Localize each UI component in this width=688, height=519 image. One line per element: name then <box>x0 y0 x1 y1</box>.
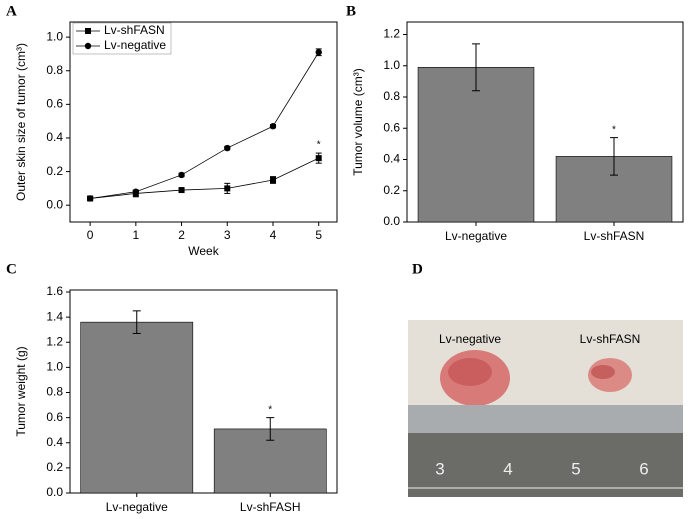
x-tick-label: 4 <box>270 228 277 242</box>
series-line <box>90 157 319 199</box>
y-tick-label: 0.4 <box>383 152 400 166</box>
y-tick-label: 1.2 <box>383 27 400 41</box>
y-tick-label: 0.4 <box>46 435 63 449</box>
x-tick-label: Lv-shFASN <box>584 229 645 243</box>
y-tick-label: 0.6 <box>46 410 63 424</box>
bar <box>80 321 194 494</box>
x-tick-label: 2 <box>178 228 185 242</box>
marker <box>269 123 277 130</box>
y-tick-label: 0.2 <box>46 164 63 178</box>
y-tick-label: 1.0 <box>383 58 400 72</box>
panel-label: B <box>346 3 356 19</box>
y-tick-label: 0.8 <box>46 385 63 399</box>
marker <box>224 144 231 152</box>
marker <box>178 171 185 179</box>
y-tick-label: 0.0 <box>383 214 400 228</box>
ruler-number: 3 <box>435 459 444 478</box>
marker <box>315 49 322 56</box>
marker <box>84 42 92 50</box>
y-axis-label: Tumor volume (cm³) <box>351 68 365 176</box>
y-tick-label: 1.4 <box>46 309 63 323</box>
marker <box>315 155 322 162</box>
marker <box>85 28 91 34</box>
bar <box>417 67 535 223</box>
panel-label: C <box>6 261 17 277</box>
ruler-number: 4 <box>503 459 512 478</box>
x-tick-label: 5 <box>315 228 322 242</box>
x-tick-label: Lv-negative <box>445 229 507 243</box>
panel-label: D <box>412 261 423 277</box>
plot-frame <box>406 21 684 223</box>
marker <box>86 195 94 202</box>
x-tick-label: Lv-shFASH <box>240 500 301 514</box>
ruler-edge <box>408 405 683 433</box>
series-line <box>90 52 320 199</box>
legend-frame <box>72 22 172 55</box>
tumor-shade <box>448 358 492 386</box>
photo-label: Lv-shFASN <box>580 332 641 346</box>
x-axis-label: Week <box>188 244 219 258</box>
y-tick-label: 0.8 <box>46 63 63 77</box>
tumor-shade <box>591 365 615 379</box>
y-tick-label: 0.6 <box>46 97 63 111</box>
marker <box>224 185 231 192</box>
y-tick-label: 0.0 <box>46 485 63 499</box>
y-axis-label: Outer skin size of tumor (cm³) <box>14 43 28 201</box>
y-tick-label: 1.2 <box>46 334 63 348</box>
y-axis-label: Tumor weight (g) <box>14 346 28 436</box>
y-tick-label: 1.6 <box>46 284 63 298</box>
y-tick-label: 0.4 <box>46 130 63 144</box>
x-tick-label: Lv-negative <box>106 500 168 514</box>
panel-label: A <box>6 3 17 19</box>
x-tick-label: 3 <box>224 228 231 242</box>
ruler-number: 6 <box>639 459 648 478</box>
y-tick-label: 0.0 <box>46 197 63 211</box>
marker <box>178 187 185 194</box>
x-tick-label: 1 <box>132 228 139 242</box>
annotation: * <box>268 404 272 415</box>
ruler-number: 5 <box>571 459 580 478</box>
photo: Lv-negative Lv-shFASN 3 4 5 6 <box>408 320 683 497</box>
legend-label: Lv-shFASN <box>104 23 165 37</box>
legend-label: Lv-negative <box>104 38 166 52</box>
y-tick-label: 0.8 <box>383 89 400 103</box>
y-tick-label: 1.0 <box>46 29 63 43</box>
y-tick-label: 0.2 <box>46 460 63 474</box>
marker <box>269 176 276 183</box>
photo-label: Lv-negative <box>439 332 501 346</box>
y-tick-label: 1.0 <box>46 360 63 374</box>
marker <box>132 188 140 195</box>
plot-frame <box>69 21 338 223</box>
annotation: * <box>612 124 616 135</box>
ruler <box>408 433 683 497</box>
y-tick-label: 0.6 <box>383 120 400 134</box>
y-tick-label: 0.2 <box>383 183 400 197</box>
plot-frame <box>69 289 338 494</box>
annotation: * <box>317 140 321 151</box>
x-tick-label: 0 <box>87 228 94 242</box>
